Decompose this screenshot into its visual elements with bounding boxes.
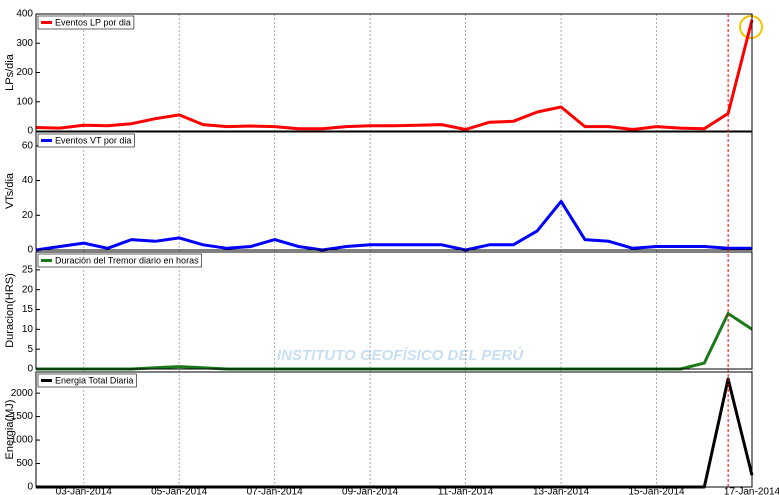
- y-axis-label: Energia(MJ): [4, 400, 16, 460]
- y-tick-label: 25: [22, 264, 34, 275]
- y-tick-label: 100: [16, 96, 33, 107]
- y-axis-label: Duracion(HRS): [4, 273, 16, 348]
- y-tick-label: 2000: [11, 388, 34, 399]
- y-tick-label: 20: [22, 210, 34, 221]
- legend-label: Duración del Tremor diario en horas: [55, 255, 199, 265]
- y-tick-label: 0: [27, 364, 33, 375]
- y-axis-label: VTs/dia: [4, 172, 16, 209]
- watermark: INSTITUTO GEOFÍSICO DEL PERÚ: [277, 346, 524, 364]
- y-tick-label: 200: [16, 67, 33, 78]
- y-tick-label: 0: [27, 126, 33, 137]
- y-tick-label: 0: [27, 482, 33, 493]
- legend-label: Eventos LP por dia: [55, 17, 131, 27]
- y-tick-label: 400: [16, 9, 33, 20]
- chart: INSTITUTO GEOFÍSICO DEL PERÚ 03-Jan-2014…: [0, 0, 779, 495]
- y-tick-label: 500: [16, 458, 33, 469]
- y-axis-label: LPs/dia: [4, 53, 16, 91]
- y-tick-label: 5: [27, 344, 33, 355]
- legend-label: Energia Total Diaria: [55, 375, 133, 385]
- y-tick-label: 20: [22, 284, 34, 295]
- x-tick-label: 17-Jan-2014: [724, 487, 779, 495]
- y-tick-label: 300: [16, 38, 33, 49]
- y-tick-label: 40: [22, 175, 34, 186]
- legend-label: Eventos VT por dia: [55, 135, 131, 145]
- page: INSTITUTO GEOFÍSICO DEL PERÚ 03-Jan-2014…: [0, 0, 779, 495]
- y-tick-label: 15: [22, 304, 34, 315]
- y-tick-label: 0: [27, 245, 33, 256]
- y-tick-label: 10: [22, 324, 34, 335]
- y-tick-label: 60: [22, 141, 34, 152]
